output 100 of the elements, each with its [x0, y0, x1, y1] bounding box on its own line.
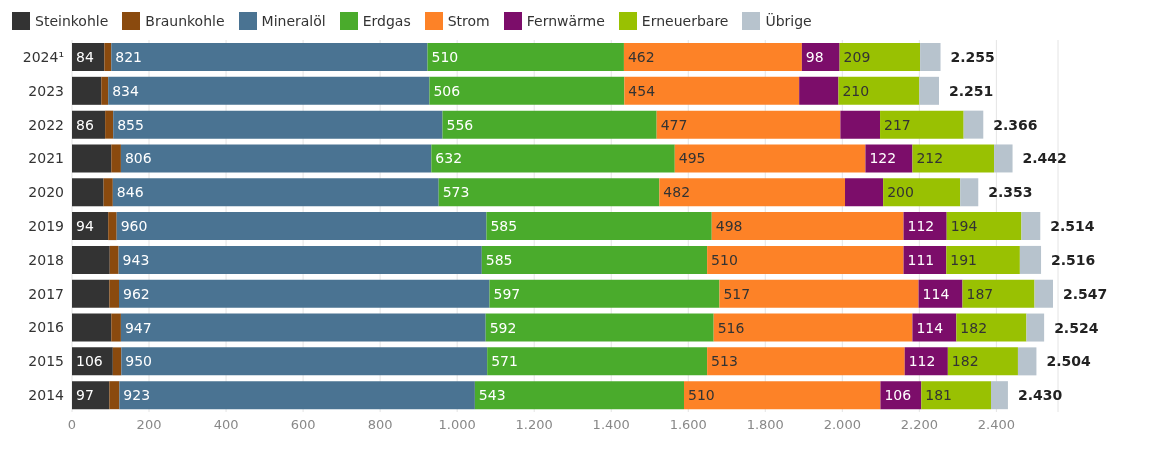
bar — [920, 43, 941, 71]
bar — [105, 110, 114, 139]
x-tick-label: 0 — [67, 417, 77, 433]
data-label: 834 — [112, 82, 140, 99]
bar — [113, 110, 443, 139]
bar — [707, 347, 905, 376]
legend-label: Strom — [447, 13, 490, 29]
data-label: 194 — [950, 218, 978, 235]
data-label: 217 — [884, 116, 911, 133]
bar — [799, 76, 839, 105]
bar — [1019, 245, 1042, 274]
bar — [109, 279, 119, 308]
legend-label: Mineralöl — [261, 13, 326, 29]
x-tick-label: 1.600 — [669, 417, 707, 433]
bar — [1026, 313, 1045, 342]
x-tick-label: 200 — [136, 417, 162, 433]
bar — [111, 313, 121, 342]
y-tick-label: 2016 — [28, 319, 65, 336]
legend-label: Erneuerbare — [641, 13, 729, 29]
bar — [431, 144, 675, 173]
data-label: 821 — [115, 49, 143, 65]
bar — [101, 76, 109, 105]
data-label: 573 — [442, 184, 470, 201]
data-label: 84 — [76, 49, 94, 65]
x-tick-label: 1.800 — [746, 417, 784, 433]
data-label: 182 — [960, 319, 988, 336]
x-tick-label: 1.400 — [592, 417, 630, 433]
y-tick-label: 2020 — [28, 184, 64, 201]
data-label: 454 — [628, 82, 656, 99]
data-label: 510 — [688, 387, 715, 404]
data-label: 510 — [711, 251, 738, 268]
total-label: 2.516 — [1051, 251, 1096, 268]
bar — [903, 212, 947, 241]
bar — [72, 76, 102, 105]
bar — [118, 279, 490, 308]
data-label: 209 — [843, 49, 871, 65]
bar — [623, 43, 802, 71]
bar — [684, 381, 881, 410]
legend-label: Erdgas — [362, 13, 411, 29]
bar — [624, 76, 800, 105]
bar — [1034, 279, 1053, 308]
bar — [659, 178, 846, 207]
bar — [116, 212, 487, 241]
data-label: 943 — [122, 251, 150, 268]
bar — [72, 279, 110, 308]
bar — [72, 178, 104, 207]
x-tick-label: 800 — [367, 417, 393, 433]
y-tick-label: 2019 — [28, 217, 64, 234]
data-label: 510 — [431, 49, 459, 65]
data-label: 212 — [916, 150, 944, 167]
data-label: 962 — [122, 285, 150, 302]
data-label: 960 — [120, 218, 148, 235]
x-tick-label: 400 — [213, 417, 239, 433]
bar — [994, 144, 1013, 173]
bar — [427, 43, 624, 71]
data-label: 114 — [922, 285, 950, 302]
legend-label: Braunkohle — [145, 13, 225, 29]
data-label: 94 — [76, 218, 94, 235]
bar — [111, 43, 428, 71]
bar — [481, 245, 708, 274]
data-label: 592 — [489, 319, 517, 336]
bar — [990, 381, 1008, 410]
bar — [72, 245, 110, 274]
bar — [119, 381, 475, 410]
y-tick-label: 2018 — [28, 251, 64, 268]
legend-label: Fernwärme — [526, 13, 605, 29]
bar — [120, 144, 432, 173]
y-tick-label: 2017 — [28, 285, 64, 302]
data-label: 482 — [663, 184, 691, 201]
data-label: 106 — [76, 353, 103, 370]
bar — [960, 178, 979, 207]
data-label: 210 — [842, 82, 870, 99]
bar — [120, 313, 486, 342]
data-label: 585 — [490, 218, 518, 235]
data-label: 513 — [711, 353, 738, 370]
data-label: 855 — [117, 116, 144, 133]
total-label: 2.366 — [993, 116, 1038, 133]
bar — [883, 178, 961, 207]
bar — [919, 76, 939, 105]
bar — [840, 110, 881, 139]
data-label: 182 — [951, 353, 979, 370]
total-label: 2.524 — [1054, 319, 1099, 336]
data-label: 950 — [125, 353, 153, 370]
data-label: 200 — [887, 184, 914, 201]
data-label: 114 — [916, 319, 944, 336]
bar — [103, 178, 113, 207]
bar — [118, 245, 482, 274]
bar — [719, 279, 919, 308]
bar — [442, 110, 657, 139]
data-label: 86 — [76, 116, 94, 133]
data-label: 806 — [124, 150, 152, 167]
data-label: 111 — [907, 251, 935, 268]
bar — [489, 279, 720, 308]
bar — [112, 347, 122, 376]
bar — [474, 381, 685, 410]
bar — [121, 347, 488, 376]
data-label: 122 — [869, 150, 897, 167]
data-label: 498 — [715, 218, 743, 235]
y-tick-label: 2024¹ — [22, 48, 64, 65]
total-label: 2.255 — [950, 49, 995, 65]
